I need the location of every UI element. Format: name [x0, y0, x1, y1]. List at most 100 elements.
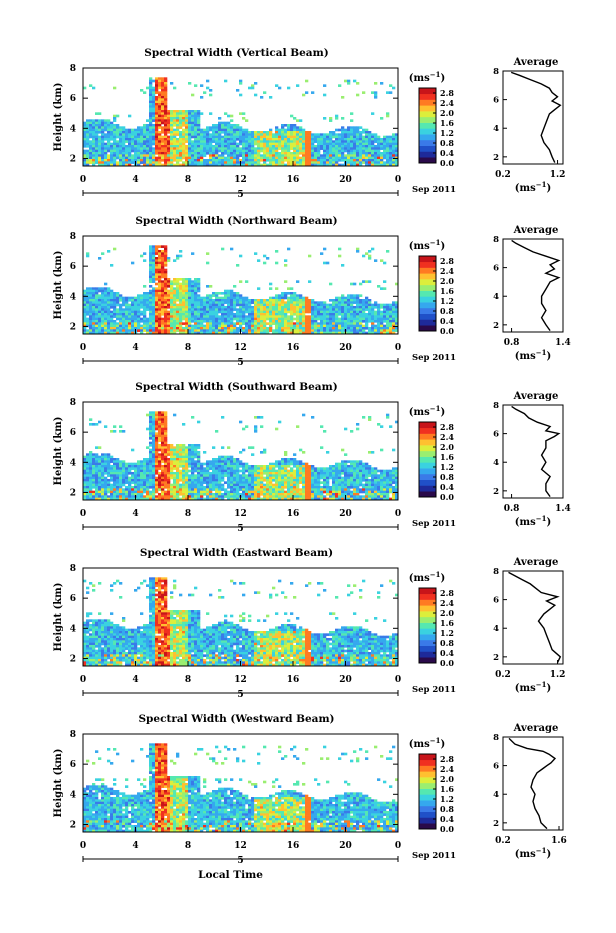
heatmap-cell: [164, 449, 167, 452]
heatmap-cell: [164, 80, 167, 83]
heatmap-cell: [161, 472, 164, 475]
heatmap-cell: [176, 474, 179, 477]
heatmap-cell: [266, 306, 269, 309]
heatmap-cell: [152, 453, 155, 456]
heatmap-cell: [128, 470, 131, 473]
heatmap-cell: [113, 131, 116, 134]
heatmap-cell: [158, 479, 161, 482]
heatmap-cell: [233, 318, 236, 321]
heatmap-cell: [137, 315, 140, 318]
heatmap-cell: [287, 301, 290, 304]
heatmap-cell: [194, 446, 197, 449]
heatmap-cell: [248, 159, 251, 162]
heatmap-cell: [263, 325, 266, 328]
heatmap-cell: [104, 479, 107, 482]
heatmap-cell: [386, 150, 389, 153]
heatmap-cell: [221, 157, 224, 160]
heatmap-cell: [329, 147, 332, 150]
heatmap-cell: [140, 467, 143, 470]
heatmap-cell: [368, 143, 371, 146]
heatmap-cell: [371, 313, 374, 316]
heatmap-cell: [173, 283, 176, 286]
heatmap-cell: [161, 488, 164, 491]
heatmap-cell: [110, 470, 113, 473]
heatmap-cell: [296, 126, 299, 129]
heatmap-cell: [152, 133, 155, 136]
heatmap-cell: [242, 112, 245, 115]
heatmap-cell: [347, 154, 350, 157]
heatmap-cell: [341, 136, 344, 139]
heatmap-cell: [362, 320, 365, 323]
heatmap-cell: [290, 299, 293, 302]
heatmap-cell: [128, 493, 131, 496]
heatmap-cell: [365, 143, 368, 146]
heatmap-cell: [152, 110, 155, 113]
heatmap-cell: [116, 315, 119, 318]
heatmap-cell: [281, 131, 284, 134]
heatmap-cell: [152, 105, 155, 108]
heatmap-cell: [137, 138, 140, 141]
heatmap-cell: [188, 474, 191, 477]
heatmap-cell: [299, 325, 302, 328]
heatmap-cell: [281, 320, 284, 323]
heatmap-cell: [179, 329, 182, 332]
heatmap-cell: [329, 152, 332, 155]
heatmap-cell: [173, 150, 176, 153]
heatmap-cell: [335, 129, 338, 132]
heatmap-cell: [374, 140, 377, 143]
colorbar-unit-close: ): [440, 241, 445, 252]
heatmap-cell: [107, 327, 110, 330]
heatmap-cell: [197, 152, 200, 155]
heatmap-cell: [272, 140, 275, 143]
heatmap-cell: [164, 147, 167, 150]
heatmap-cell: [356, 318, 359, 321]
heatmap-cell: [143, 297, 146, 300]
heatmap-cell: [362, 131, 365, 134]
heatmap-cell: [314, 322, 317, 325]
heatmap-cell: [167, 318, 170, 321]
heatmap-cell: [155, 329, 158, 332]
heatmap-cell: [338, 304, 341, 307]
heatmap-cell: [290, 313, 293, 316]
heatmap-cell: [392, 311, 395, 314]
heatmap-cell: [341, 150, 344, 153]
heatmap-cell: [131, 131, 134, 134]
heatmap-cell: [143, 329, 146, 332]
heatmap-cell: [383, 161, 386, 164]
heatmap-cell: [182, 329, 185, 332]
heatmap-cell: [185, 145, 188, 148]
heatmap-cell: [230, 329, 233, 332]
heatmap-cell: [158, 283, 161, 286]
heatmap-cell: [107, 467, 110, 470]
heatmap-cell: [149, 463, 152, 466]
heatmap-cell: [110, 161, 113, 164]
heatmap-cell: [179, 297, 182, 300]
heatmap-cell: [101, 308, 104, 311]
heatmap-cell: [290, 325, 293, 328]
heatmap-cell: [104, 283, 107, 286]
heatmap-cell: [263, 150, 266, 153]
heatmap-cell: [230, 124, 233, 127]
heatmap-cell: [173, 329, 176, 332]
colorbar-tick-label: 1.6: [440, 286, 454, 296]
heatmap-cell: [335, 306, 338, 309]
heatmap-cell: [161, 456, 164, 459]
heatmap-cell: [362, 159, 365, 162]
heatmap-cells: [83, 77, 398, 166]
heatmap-cell: [155, 98, 158, 101]
heatmap-cell: [119, 470, 122, 473]
heatmap-cell: [146, 484, 149, 487]
heatmap-cell: [257, 143, 260, 146]
heatmap-cell: [329, 308, 332, 311]
heatmap-cell: [146, 150, 149, 153]
profile-title: Average: [513, 225, 559, 236]
heatmap-cell: [389, 308, 392, 311]
heatmap-cell: [206, 145, 209, 148]
heatmap-cell: [98, 140, 101, 143]
heatmap-cell: [113, 460, 116, 463]
heatmap-cell: [89, 287, 92, 290]
heatmap-cell: [212, 292, 215, 295]
heatmap-cell: [182, 472, 185, 475]
heatmap-cell: [194, 493, 197, 496]
heatmap-cell: [386, 147, 389, 150]
